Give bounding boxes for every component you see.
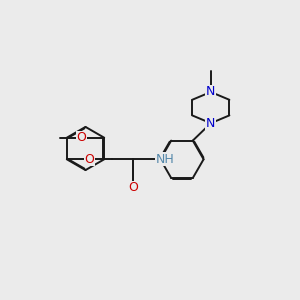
Text: N: N bbox=[206, 117, 215, 130]
Text: NH: NH bbox=[155, 153, 174, 166]
Text: O: O bbox=[84, 153, 94, 166]
Text: N: N bbox=[206, 85, 215, 98]
Text: O: O bbox=[128, 181, 138, 194]
Text: O: O bbox=[76, 131, 86, 144]
